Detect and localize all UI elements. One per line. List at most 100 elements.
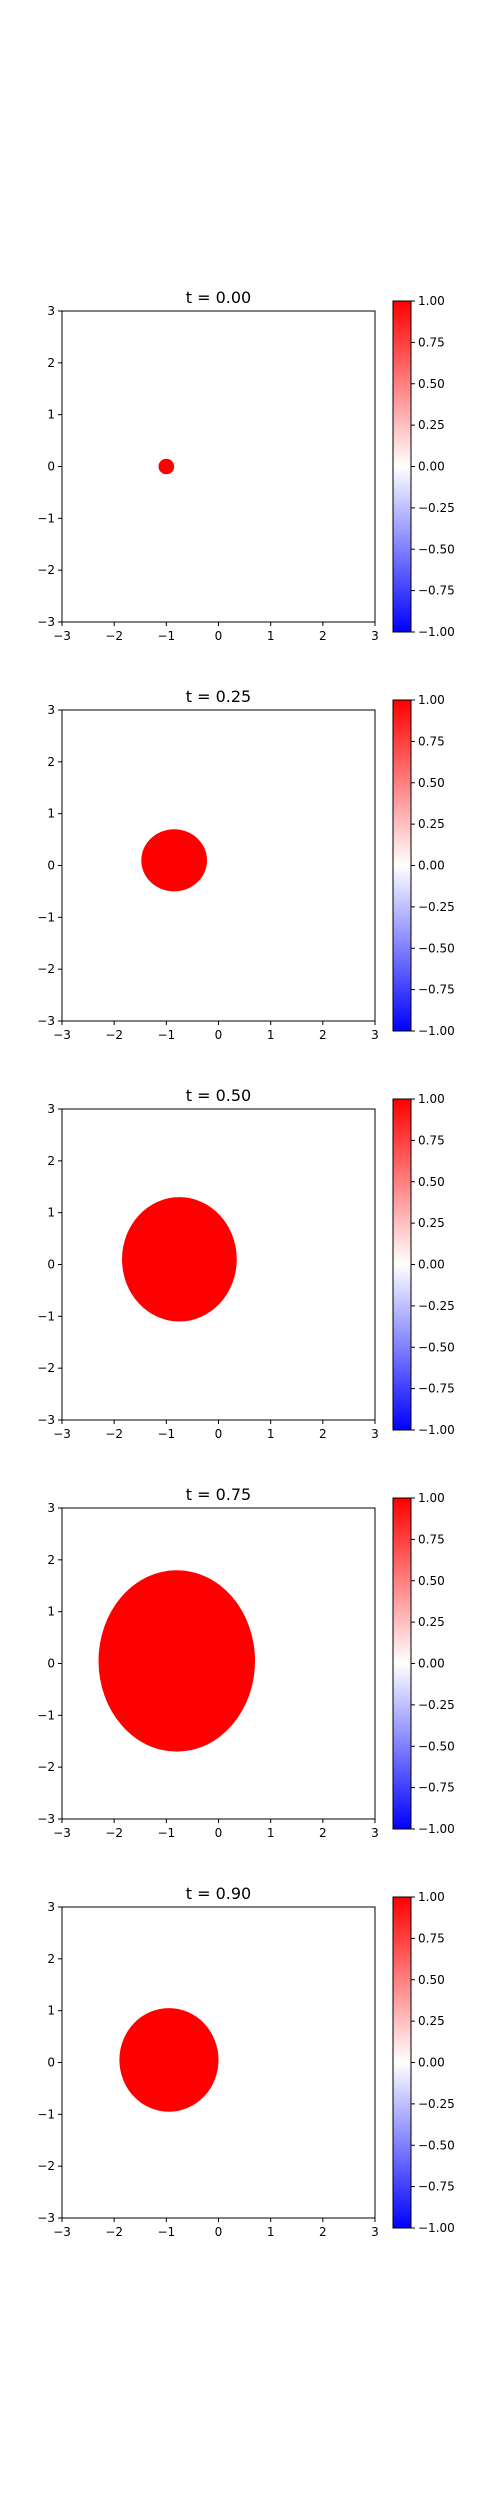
chart-panel: t = 0.25 −3 −2 −1 0 1 2 3 −3 −2 −1 0 1 2 3 −1.00 −0.75 −0… — [37, 687, 454, 1042]
y-tick-label: −1 — [37, 2107, 55, 2121]
plot-area — [62, 311, 375, 622]
x-tick-label: −2 — [105, 629, 123, 643]
colorbar — [392, 1098, 412, 1431]
chart-panel: t = 0.75 −3 −2 −1 0 1 2 3 −3 −2 −1 0 1 2 3 −1.00 −0.75 −0… — [37, 1485, 454, 1840]
colorbar-tick-label: 0.50 — [418, 1973, 445, 1987]
chart-title: t = 0.75 — [186, 1485, 251, 1504]
colorbar-tick-label: 0.50 — [418, 1175, 445, 1189]
colorbar-tick-label: 1.00 — [418, 294, 445, 308]
y-tick-label: 1 — [47, 2004, 55, 2018]
colorbar-tick-label: −0.75 — [418, 983, 455, 997]
y-tick-label: −2 — [37, 563, 55, 577]
colorbar-tick-label: 0.00 — [418, 2056, 445, 2070]
x-tick-label: 1 — [267, 1427, 275, 1441]
y-tick-label: −3 — [37, 2211, 55, 2225]
colorbar-tick-label: −0.25 — [418, 900, 455, 914]
colorbar — [392, 1497, 412, 1830]
x-tick-label: 0 — [215, 1826, 223, 1840]
y-tick-label: 1 — [47, 1605, 55, 1619]
y-tick-label: −2 — [37, 1760, 55, 1774]
y-tick-label: 0 — [47, 460, 55, 474]
colorbar-tick-label: −0.50 — [418, 542, 455, 556]
x-tick-label: 0 — [215, 629, 223, 643]
y-tick-label: −2 — [37, 962, 55, 976]
y-tick-label: 3 — [47, 304, 55, 318]
colorbar-tick-label: 0.25 — [418, 418, 445, 432]
x-tick-label: 0 — [215, 1427, 223, 1441]
y-tick-label: 2 — [47, 356, 55, 370]
x-tick-label: −1 — [157, 1028, 175, 1042]
x-tick-label: 2 — [319, 2225, 327, 2239]
colorbar-tick-label: −0.75 — [418, 2180, 455, 2194]
colorbar-tick-label: 0.00 — [418, 460, 445, 474]
x-tick-label: 1 — [267, 2225, 275, 2239]
colorbar-tick-label: −0.25 — [418, 1698, 455, 1712]
plot-area — [62, 710, 375, 1021]
x-tick-label: 3 — [371, 629, 379, 643]
chart-title: t = 0.25 — [186, 687, 251, 706]
colorbar-tick-label: −0.75 — [418, 1382, 455, 1396]
x-tick-label: 1 — [267, 1826, 275, 1840]
colorbar-tick-label: 0.00 — [418, 1258, 445, 1272]
colorbar-tick-label: −0.25 — [418, 1299, 455, 1313]
x-tick-label: 0 — [215, 1028, 223, 1042]
colorbar-tick-label: −0.25 — [418, 501, 455, 515]
heatmap-region — [158, 458, 175, 475]
colorbar-tick-label: 0.25 — [418, 1615, 445, 1629]
y-tick-label: 3 — [47, 1102, 55, 1116]
colorbar-tick-label: 0.75 — [418, 1931, 445, 1945]
y-tick-label: 2 — [47, 1952, 55, 1966]
chart-title: t = 0.90 — [186, 1884, 251, 1903]
colorbar — [392, 1896, 412, 2229]
chart-panel: t = 0.50 −3 −2 −1 0 1 2 3 −3 −2 −1 0 1 2 3 −1.00 −0.75 −0… — [37, 1086, 454, 1441]
colorbar-tick-label: −1.00 — [418, 1423, 455, 1437]
colorbar-tick-label: 0.00 — [418, 859, 445, 873]
colorbar-tick-label: 1.00 — [418, 693, 445, 707]
x-tick-label: −3 — [53, 2225, 71, 2239]
y-tick-label: 1 — [47, 807, 55, 821]
y-tick-label: −2 — [37, 2159, 55, 2173]
x-tick-label: −1 — [157, 1826, 175, 1840]
x-tick-label: −2 — [105, 2225, 123, 2239]
heatmap-region — [119, 2008, 219, 2112]
x-tick-label: 2 — [319, 629, 327, 643]
y-tick-label: −3 — [37, 1413, 55, 1427]
colorbar-tick-label: 0.25 — [418, 1216, 445, 1230]
colorbar-tick-label: −1.00 — [418, 625, 455, 639]
y-tick-label: −3 — [37, 615, 55, 629]
y-tick-label: −1 — [37, 511, 55, 525]
y-tick-label: 0 — [47, 1657, 55, 1671]
colorbar-tick-label: 0.75 — [418, 1133, 445, 1147]
x-tick-label: 1 — [267, 1028, 275, 1042]
y-tick-label: −2 — [37, 1361, 55, 1375]
x-tick-label: −2 — [105, 1427, 123, 1441]
y-tick-label: 2 — [47, 1154, 55, 1168]
y-tick-label: 3 — [47, 1501, 55, 1515]
y-tick-label: 3 — [47, 1900, 55, 1914]
colorbar-tick-label: 1.00 — [418, 1890, 445, 1904]
colorbar — [392, 300, 412, 633]
y-tick-label: −3 — [37, 1014, 55, 1028]
y-tick-label: 0 — [47, 1258, 55, 1272]
colorbar-tick-label: 0.25 — [418, 2014, 445, 2028]
x-tick-label: −2 — [105, 1826, 123, 1840]
colorbar-tick-label: 0.50 — [418, 377, 445, 391]
x-tick-label: 2 — [319, 1028, 327, 1042]
chart-title: t = 0.50 — [186, 1086, 251, 1105]
colorbar-tick-label: −1.00 — [418, 1822, 455, 1836]
y-tick-label: 2 — [47, 755, 55, 769]
y-tick-label: −1 — [37, 1708, 55, 1722]
y-tick-label: 0 — [47, 859, 55, 873]
chart-panel: t = 0.00 −3 −2 −1 0 1 2 3 −3 −2 −1 0 1 2 3 −1.00 −0.75 −0… — [37, 288, 454, 643]
colorbar-tick-label: −0.50 — [418, 941, 455, 955]
heatmap-region — [141, 829, 208, 892]
x-tick-label: 1 — [267, 629, 275, 643]
colorbar-tick-label: 0.75 — [418, 1532, 445, 1546]
x-tick-label: −1 — [157, 629, 175, 643]
x-tick-label: −3 — [53, 1427, 71, 1441]
x-tick-label: −3 — [53, 1028, 71, 1042]
colorbar-tick-label: 0.75 — [418, 335, 445, 349]
colorbar-tick-label: 0.00 — [418, 1657, 445, 1671]
x-tick-label: 2 — [319, 1826, 327, 1840]
